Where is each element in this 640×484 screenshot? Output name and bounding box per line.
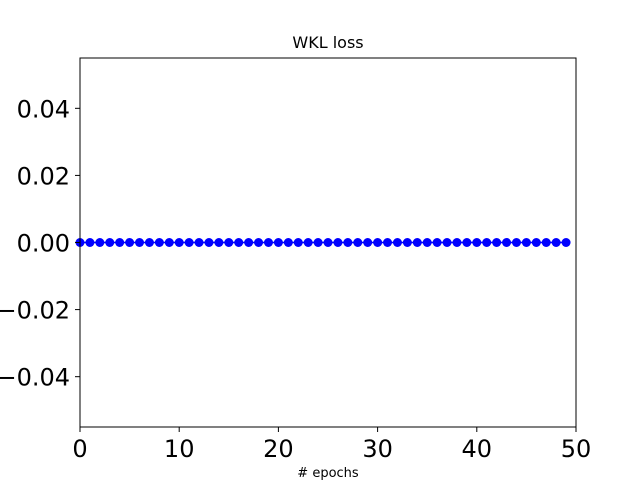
data-point (135, 238, 145, 247)
data-point (154, 238, 164, 247)
data-point (551, 238, 561, 247)
data-point (184, 238, 194, 247)
data-point (343, 238, 353, 247)
data-point (472, 238, 482, 247)
x-tick-label: 30 (362, 435, 393, 463)
data-point (521, 238, 531, 247)
data-point (283, 238, 293, 247)
data-point (383, 238, 393, 247)
y-tick-label: 0.02 (17, 162, 70, 190)
x-tick-label: 20 (263, 435, 294, 463)
data-point (323, 238, 333, 247)
data-point (452, 238, 462, 247)
y-tick-label: −0.04 (0, 364, 70, 392)
data-point (144, 238, 154, 247)
data-point (234, 238, 244, 247)
data-point (224, 238, 234, 247)
chart-title: WKL loss (292, 33, 363, 52)
data-point (402, 238, 412, 247)
data-point (105, 238, 115, 247)
data-point (511, 238, 521, 247)
plot-area (75, 238, 571, 247)
x-tick-label: 0 (72, 435, 87, 463)
data-point (363, 238, 373, 247)
data-point (392, 238, 402, 247)
x-axis-label: # epochs (297, 466, 359, 480)
data-point (353, 238, 363, 247)
data-point (541, 238, 551, 247)
data-point (432, 238, 442, 247)
data-point (412, 238, 422, 247)
data-point (333, 238, 343, 247)
data-point (214, 238, 224, 247)
y-tick-label: 0.04 (17, 95, 70, 123)
data-point (254, 238, 264, 247)
data-point (303, 238, 313, 247)
data-point (502, 238, 512, 247)
data-point (164, 238, 174, 247)
x-tick-label: 40 (462, 435, 493, 463)
data-point (531, 238, 541, 247)
y-tick-label: 0.00 (17, 230, 70, 258)
data-point (194, 238, 204, 247)
data-point (115, 238, 125, 247)
data-point (313, 238, 323, 247)
data-point (204, 238, 214, 247)
data-point (462, 238, 472, 247)
data-point (442, 238, 452, 247)
data-point (482, 238, 492, 247)
data-point (125, 238, 135, 247)
data-point (273, 238, 283, 247)
data-point (373, 238, 383, 247)
data-point (263, 238, 273, 247)
x-tick-label: 50 (561, 435, 592, 463)
data-point (95, 238, 105, 247)
x-tick-label: 10 (164, 435, 195, 463)
data-point (492, 238, 502, 247)
data-point (174, 238, 184, 247)
data-point (85, 238, 95, 247)
y-axis: 0.04 0.02 0.00 −0.02 −0.04 (0, 95, 80, 392)
x-axis: 0 10 20 30 40 50 (72, 427, 591, 463)
data-point (293, 238, 303, 247)
y-tick-label: −0.02 (0, 297, 70, 325)
data-point (244, 238, 254, 247)
data-point (422, 238, 432, 247)
data-point (561, 238, 571, 247)
